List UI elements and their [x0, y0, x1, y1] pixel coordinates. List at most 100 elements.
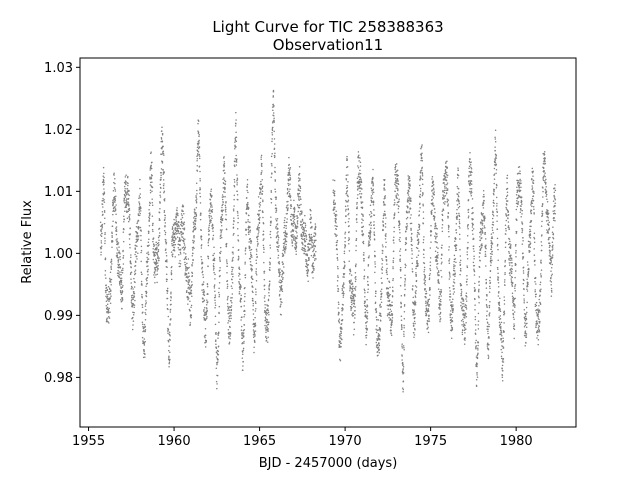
flux-point	[475, 379, 478, 381]
flux-point	[477, 295, 480, 297]
flux-point	[106, 295, 109, 298]
flux-point	[430, 234, 432, 236]
flux-point	[384, 246, 387, 248]
flux-point	[132, 294, 134, 296]
flux-point	[442, 196, 444, 199]
flux-point	[336, 280, 339, 282]
flux-point	[173, 244, 175, 246]
flux-point	[146, 256, 148, 259]
flux-point	[213, 285, 216, 287]
flux-point	[390, 334, 393, 337]
flux-point	[121, 297, 124, 299]
flux-point	[346, 194, 349, 196]
flux-point	[307, 270, 310, 272]
flux-point	[302, 226, 305, 229]
flux-point	[257, 233, 259, 235]
flux-point	[473, 264, 476, 267]
flux-point	[286, 191, 289, 194]
flux-point	[116, 240, 119, 242]
flux-point	[221, 194, 224, 196]
flux-point	[255, 280, 258, 282]
flux-point	[181, 231, 183, 234]
flux-point	[212, 238, 214, 241]
flux-point	[103, 210, 106, 212]
flux-point	[163, 190, 166, 193]
flux-point	[283, 221, 285, 224]
flux-point	[463, 305, 465, 308]
flux-point	[348, 260, 350, 263]
flux-point	[164, 231, 167, 234]
flux-point	[299, 185, 302, 188]
flux-point	[229, 312, 231, 314]
flux-point	[158, 259, 160, 262]
flux-point	[280, 275, 283, 278]
flux-point	[497, 268, 499, 270]
flux-point	[370, 221, 372, 224]
flux-point	[416, 247, 419, 250]
flux-point	[404, 277, 406, 280]
flux-point	[270, 198, 273, 200]
flux-point	[348, 250, 351, 252]
flux-point	[372, 200, 375, 202]
flux-point	[464, 324, 466, 327]
flux-point	[281, 270, 283, 273]
flux-point	[482, 204, 484, 206]
flux-point	[379, 320, 382, 322]
flux-point	[388, 299, 391, 302]
flux-point	[314, 226, 317, 228]
flux-point	[341, 309, 343, 312]
flux-point	[108, 298, 111, 301]
flux-point	[273, 120, 275, 122]
flux-point	[136, 221, 139, 223]
flux-point	[374, 301, 377, 304]
flux-point	[488, 313, 490, 316]
flux-point	[337, 307, 339, 309]
flux-point	[136, 245, 138, 247]
flux-point	[400, 294, 403, 297]
flux-point	[364, 291, 366, 294]
flux-point	[460, 304, 462, 307]
flux-point	[137, 236, 139, 238]
flux-point	[411, 253, 413, 255]
flux-point	[134, 248, 137, 250]
flux-point	[362, 213, 364, 216]
flux-point	[211, 206, 213, 208]
flux-point	[239, 301, 242, 303]
flux-point	[481, 214, 484, 216]
flux-point	[359, 184, 362, 186]
flux-point	[283, 238, 285, 241]
flux-point	[344, 237, 347, 239]
flux-point	[408, 211, 410, 214]
flux-point	[175, 227, 177, 229]
flux-point	[410, 200, 412, 203]
flux-point	[266, 326, 268, 329]
flux-point	[497, 276, 500, 279]
flux-point	[310, 217, 313, 219]
flux-point	[389, 314, 391, 317]
flux-point	[167, 328, 170, 331]
flux-point	[299, 196, 301, 198]
flux-point	[194, 228, 197, 231]
flux-point	[383, 210, 386, 213]
flux-point	[212, 263, 215, 265]
flux-point	[350, 280, 352, 283]
flux-point	[369, 235, 372, 237]
flux-point	[250, 269, 253, 272]
flux-point	[151, 181, 153, 183]
flux-point	[488, 323, 490, 326]
flux-point	[204, 328, 207, 330]
flux-point	[292, 225, 294, 227]
flux-point	[252, 329, 255, 331]
flux-point	[159, 202, 161, 204]
flux-point	[296, 235, 299, 237]
flux-point	[379, 328, 382, 330]
flux-point	[150, 166, 152, 168]
flux-point	[359, 169, 361, 172]
flux-point	[277, 231, 279, 233]
flux-point	[420, 147, 422, 150]
flux-point	[249, 237, 251, 240]
flux-point	[425, 290, 427, 292]
flux-point	[405, 228, 408, 231]
flux-point	[139, 178, 141, 181]
flux-point	[264, 295, 266, 297]
